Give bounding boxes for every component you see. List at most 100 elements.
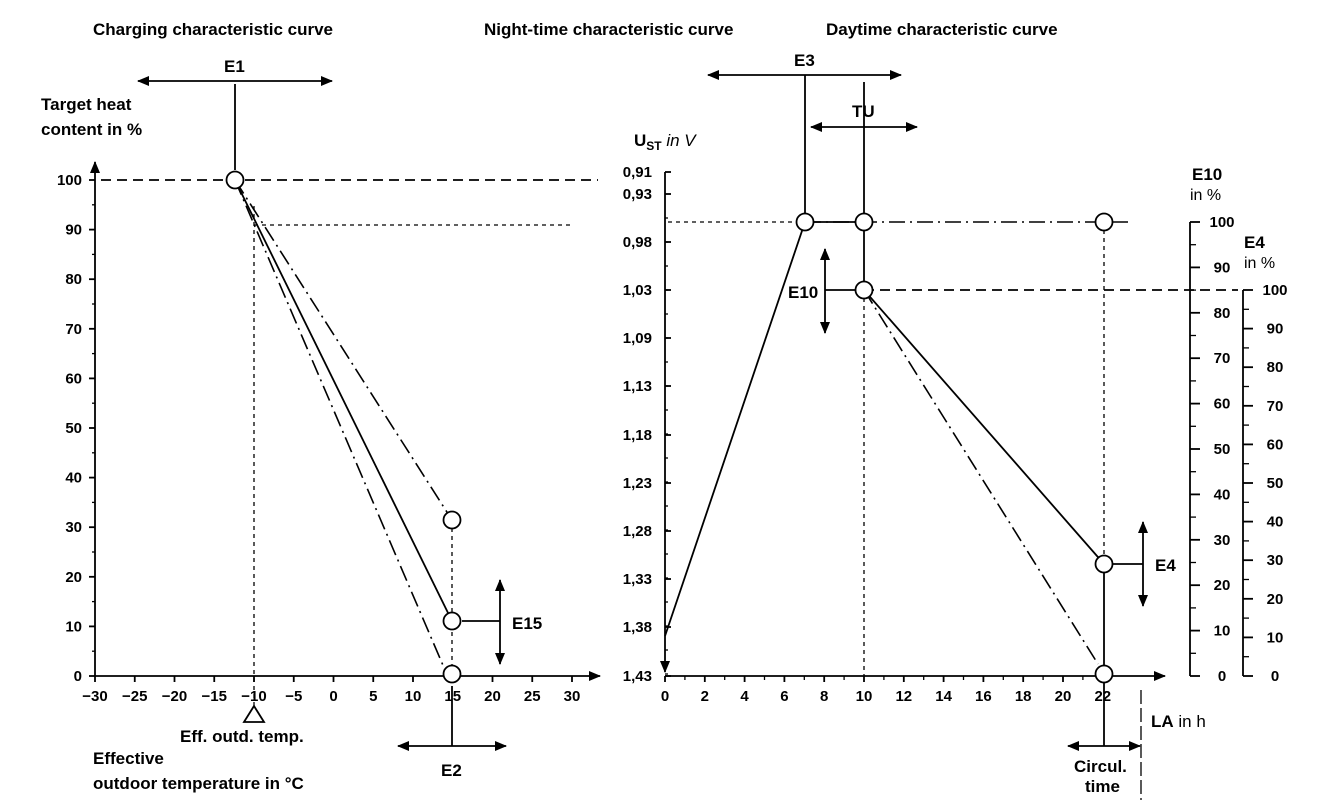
right-y-tick-label: 0,98 xyxy=(623,234,652,251)
e1-label: E1 xyxy=(224,57,245,76)
left-y-tick-label: 90 xyxy=(65,222,82,239)
right-xlabel: LA in h xyxy=(1151,712,1206,731)
left-curve-solid xyxy=(234,179,453,622)
e4-tick-label: 10 xyxy=(1267,629,1284,646)
e2-label: E2 xyxy=(441,761,462,780)
left-y-ticks: 0 10 20 30 40 50 60 70 80 90 100 xyxy=(57,172,95,685)
right-y-tick-label: 1,13 xyxy=(623,378,652,395)
e10-tick-label: 50 xyxy=(1214,441,1231,458)
right-point-22h-top xyxy=(1094,212,1114,232)
left-y-tick-label: 40 xyxy=(65,470,82,487)
e4-scale-ticks: 0 10 20 30 40 50 60 70 80 90 100 xyxy=(1243,282,1288,685)
left-y-tick-label: 20 xyxy=(65,569,82,586)
e10-tick-label: 70 xyxy=(1214,350,1231,367)
e4-axis-title1: E4 xyxy=(1244,233,1265,252)
right-y-tick-label: 1,03 xyxy=(623,282,652,299)
right-x-tick-label: 0 xyxy=(661,688,669,705)
left-curve-lower xyxy=(234,179,446,671)
right-x-tick-label: 8 xyxy=(820,688,828,705)
left-ylabel-line2: content in % xyxy=(41,120,142,139)
right-ylabel-unit: in V xyxy=(662,131,698,150)
e4-tick-label: 80 xyxy=(1267,359,1284,376)
right-y-ticks: 0,91 0,93 0,98 1,03 1,09 1,13 1,18 1,23 1,28 1,33… xyxy=(623,164,671,685)
right-x-tick-label: 22 xyxy=(1094,688,1111,705)
right-y-tick-label: 1,38 xyxy=(623,619,652,636)
left-point-lower xyxy=(442,664,462,684)
e4-label: E4 xyxy=(1155,556,1176,575)
e4-tick-label: 50 xyxy=(1267,475,1284,492)
left-x-tick-label: 30 xyxy=(564,688,581,705)
e10-tick-label: 60 xyxy=(1214,396,1231,413)
e10-axis-title1: E10 xyxy=(1192,165,1222,184)
eff-temp-triangle-icon xyxy=(242,704,266,723)
left-y-tick-label: 60 xyxy=(65,370,82,387)
e4-tick-label: 30 xyxy=(1267,552,1284,569)
e3-label: E3 xyxy=(794,51,815,70)
right-y-tick-label: 1,23 xyxy=(623,475,652,492)
e4-tick-label: 60 xyxy=(1267,436,1284,453)
left-x-ticks: −30 −25 −20 −15 −10 −5 0 5 10 15 20 25 30 xyxy=(82,676,580,705)
right-point-e10 xyxy=(854,280,874,300)
right-xlabel-rest: in h xyxy=(1174,712,1206,731)
circul-line2: time xyxy=(1085,777,1120,796)
right-y-tick-label: 1,28 xyxy=(623,523,652,540)
left-point-upper xyxy=(442,510,462,530)
right-point-22h-bottom xyxy=(1094,664,1114,684)
right-y-tick-label: 0,91 xyxy=(623,164,652,181)
left-ylabel-line1: Target heat xyxy=(41,95,132,114)
e4-tick-label: 0 xyxy=(1271,668,1279,685)
e4-tick-label: 20 xyxy=(1267,591,1284,608)
left-x-tick-label: 20 xyxy=(484,688,501,705)
e10-scale-ticks: 0 10 20 30 40 50 60 70 80 90 100 xyxy=(1190,214,1235,685)
left-x-tick-label: −20 xyxy=(162,688,187,705)
e10-label: E10 xyxy=(788,283,818,302)
left-y-tick-label: 50 xyxy=(65,420,82,437)
right-xlabel-bold: LA xyxy=(1151,712,1174,731)
left-xlabel-line1: Effective xyxy=(93,749,164,768)
right-x-tick-label: 6 xyxy=(780,688,788,705)
left-xlabel-line2: outdoor temperature in °C xyxy=(93,774,304,793)
left-point-start xyxy=(225,170,245,190)
left-curve-upper xyxy=(234,179,453,521)
right-ylabel-main: U xyxy=(634,131,646,150)
right-y-tick-label: 1,09 xyxy=(623,330,652,347)
left-x-tick-label: 5 xyxy=(369,688,377,705)
left-x-tick-label: −30 xyxy=(82,688,107,705)
e10-tick-label: 30 xyxy=(1214,532,1231,549)
e10-tick-label: 100 xyxy=(1209,214,1234,231)
e4-axis-title2: in % xyxy=(1244,255,1275,272)
e10-tick-label: 40 xyxy=(1214,486,1231,503)
left-y-tick-label: 100 xyxy=(57,172,82,189)
tu-label: TU xyxy=(852,102,875,121)
left-x-tick-label: 25 xyxy=(524,688,541,705)
e10-tick-label: 80 xyxy=(1214,305,1231,322)
right-y-tick-label: 0,93 xyxy=(623,186,652,203)
left-x-tick-label: 10 xyxy=(405,688,422,705)
e10-axis-title2: in % xyxy=(1190,187,1221,204)
right-x-tick-label: 2 xyxy=(701,688,709,705)
left-x-tick-label: 0 xyxy=(329,688,337,705)
right-x-tick-label: 4 xyxy=(740,688,749,705)
left-x-tick-label: −15 xyxy=(202,688,227,705)
e4-tick-label: 40 xyxy=(1267,514,1284,531)
e10-tick-label: 0 xyxy=(1218,668,1226,685)
right-x-ticks: 0 2 4 6 8 10 12 14 16 18 20 22 xyxy=(661,676,1111,705)
left-x-tick-label: −25 xyxy=(122,688,147,705)
eff-temp-label: Eff. outd. temp. xyxy=(180,727,304,746)
left-x-tick-label: −5 xyxy=(285,688,302,705)
left-y-tick-label: 70 xyxy=(65,321,82,338)
e10-tick-label: 10 xyxy=(1214,623,1231,640)
right-x-tick-label: 16 xyxy=(975,688,992,705)
right-y-tick-label: 1,43 xyxy=(623,668,652,685)
right-point-e4 xyxy=(1094,554,1114,574)
e4-tick-label: 100 xyxy=(1262,282,1287,299)
e4-tick-label: 70 xyxy=(1267,398,1284,415)
left-y-tick-label: 10 xyxy=(65,618,82,635)
right-chart: UST in V 0,91 0,93 0,98 1,03 1,09 1,13 1,18 1,2… xyxy=(623,51,1288,800)
right-day-dashdot xyxy=(863,289,1099,665)
right-ylabel: UST in V xyxy=(634,131,697,153)
right-x-tick-label: 14 xyxy=(935,688,952,705)
right-day-solid xyxy=(863,289,1105,565)
left-y-tick-label: 80 xyxy=(65,271,82,288)
